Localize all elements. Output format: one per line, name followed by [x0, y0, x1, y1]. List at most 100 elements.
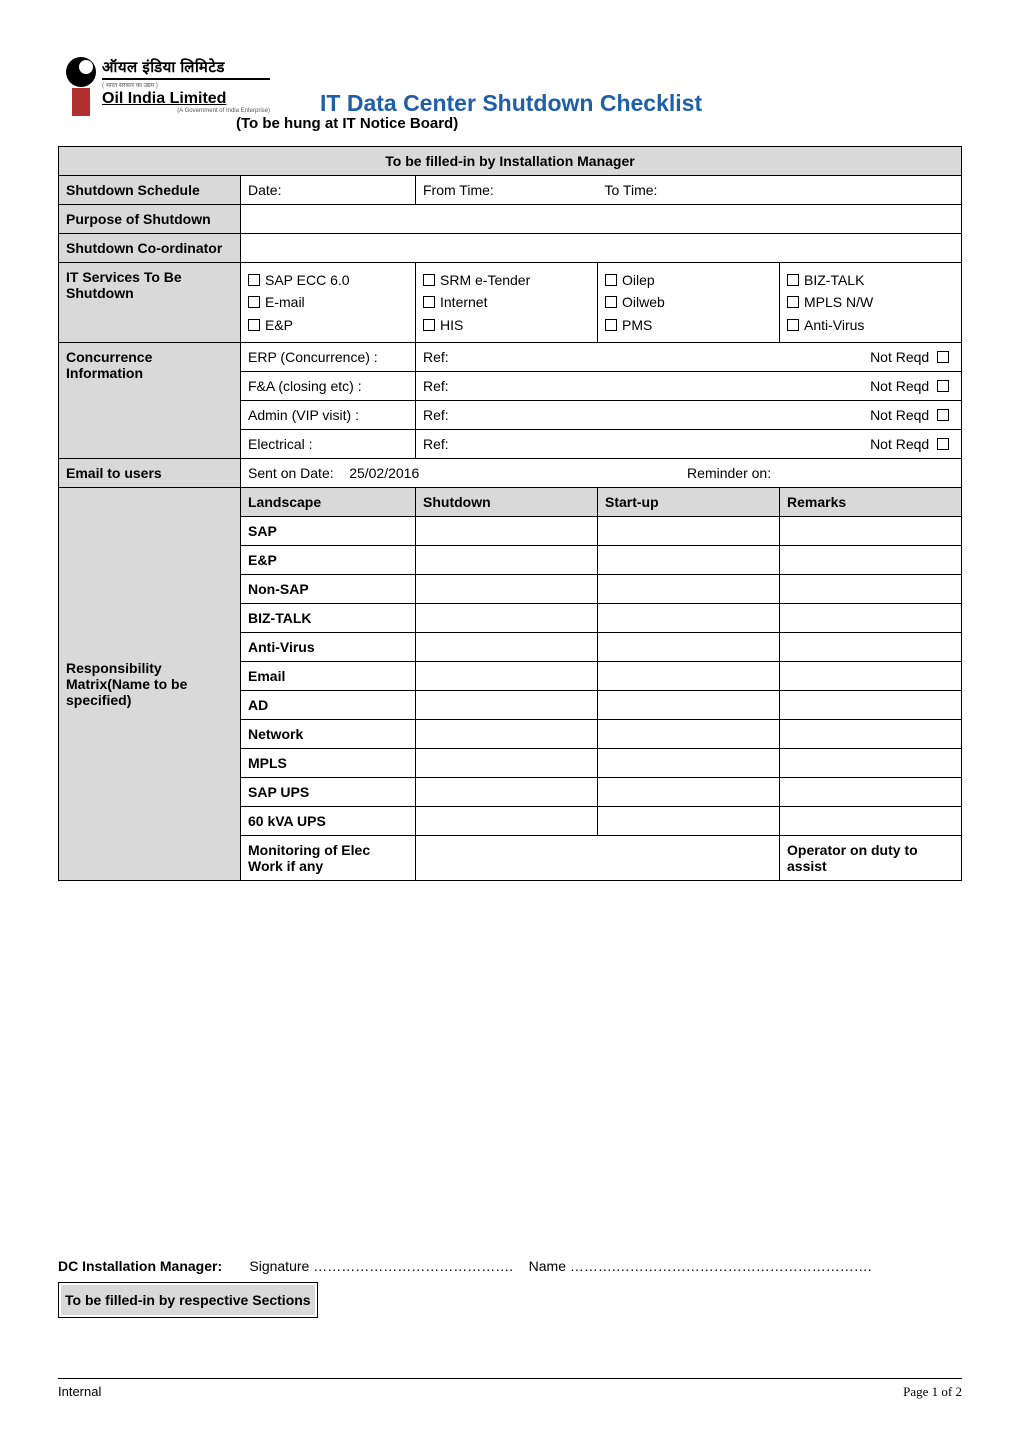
chk-oilep[interactable]: Oilep [605, 269, 772, 291]
resp-network-shutdown[interactable] [416, 720, 598, 749]
resp-sapups-remarks[interactable] [780, 778, 962, 807]
checkbox-icon[interactable] [248, 296, 260, 308]
conc-fa-ref[interactable]: Ref: Not Reqd [416, 372, 962, 401]
resp-network-remarks[interactable] [780, 720, 962, 749]
resp-mpls-startup[interactable] [598, 749, 780, 778]
checkbox-icon[interactable] [423, 296, 435, 308]
resp-biztalk-startup[interactable] [598, 604, 780, 633]
conc-erp-ref[interactable]: Ref: Not Reqd [416, 343, 962, 372]
logo [66, 55, 96, 116]
resp-email-remarks[interactable] [780, 662, 962, 691]
chk-oilweb[interactable]: Oilweb [605, 291, 772, 313]
checklist-table: To be filled-in by Installation Manager … [58, 146, 962, 881]
resp-row-ep: E&P [241, 546, 416, 575]
resp-row-mpls: MPLS [241, 749, 416, 778]
resp-mpls-shutdown[interactable] [416, 749, 598, 778]
checkbox-icon[interactable] [937, 409, 949, 421]
conc-erp-name: ERP (Concurrence) : [241, 343, 416, 372]
resp-ad-shutdown[interactable] [416, 691, 598, 720]
resp-nonsap-startup[interactable] [598, 575, 780, 604]
resp-sap-startup[interactable] [598, 517, 780, 546]
resp-row-av: Anti-Virus [241, 633, 416, 662]
resp-ep-shutdown[interactable] [416, 546, 598, 575]
conc-elec-ref[interactable]: Ref: Not Reqd [416, 430, 962, 459]
resp-sap-remarks[interactable] [780, 517, 962, 546]
resp-ep-startup[interactable] [598, 546, 780, 575]
resp-row-sapups: SAP UPS [241, 778, 416, 807]
signature-dots[interactable]: ……………………………………. [313, 1258, 513, 1274]
resp-sapups-shutdown[interactable] [416, 778, 598, 807]
checkbox-icon[interactable] [787, 296, 799, 308]
ref-label: Ref: [423, 349, 449, 365]
date-cell[interactable]: Date: [241, 176, 416, 205]
resp-email-startup[interactable] [598, 662, 780, 691]
checkbox-icon[interactable] [423, 274, 435, 286]
checkbox-icon[interactable] [787, 319, 799, 331]
from-time-cell[interactable]: From Time: [416, 176, 598, 205]
resp-60kva-shutdown[interactable] [416, 807, 598, 836]
checkbox-icon[interactable] [248, 319, 260, 331]
services-col-d: BIZ-TALK MPLS N/W Anti-Virus [780, 263, 962, 343]
conc-admin-ref[interactable]: Ref: Not Reqd [416, 401, 962, 430]
checkbox-icon[interactable] [605, 274, 617, 286]
resp-av-startup[interactable] [598, 633, 780, 662]
brand-hindi: ऑयल इंडिया लिमिटेड [102, 57, 270, 77]
notreqd-erp[interactable]: Not Reqd [870, 349, 954, 365]
resp-network-startup[interactable] [598, 720, 780, 749]
reminder-label: Reminder on: [687, 465, 771, 481]
resp-mpls-remarks[interactable] [780, 749, 962, 778]
resp-sap-shutdown[interactable] [416, 517, 598, 546]
chk-mpls[interactable]: MPLS N/W [787, 291, 954, 313]
resp-biztalk-shutdown[interactable] [416, 604, 598, 633]
checkbox-icon[interactable] [937, 351, 949, 363]
email-values: Sent on Date: 25/02/2016 Reminder on: [241, 459, 962, 488]
checkbox-icon[interactable] [605, 296, 617, 308]
resp-ad-startup[interactable] [598, 691, 780, 720]
notreqd-admin[interactable]: Not Reqd [870, 407, 954, 423]
purpose-label: Purpose of Shutdown [59, 205, 241, 234]
ref-label: Ref: [423, 436, 449, 452]
resp-nonsap-remarks[interactable] [780, 575, 962, 604]
purpose-value[interactable] [241, 205, 962, 234]
checkbox-icon[interactable] [605, 319, 617, 331]
chk-email[interactable]: E-mail [248, 291, 408, 313]
name-label: Name [529, 1258, 566, 1274]
resp-60kva-remarks[interactable] [780, 807, 962, 836]
chk-his[interactable]: HIS [423, 314, 590, 336]
logo-flag-icon [72, 88, 90, 116]
notreqd-elec[interactable]: Not Reqd [870, 436, 954, 452]
to-time-cell[interactable]: To Time: [598, 176, 780, 205]
to-time-label: To Time: [605, 182, 658, 198]
checkbox-icon[interactable] [787, 274, 799, 286]
resp-ep-remarks[interactable] [780, 546, 962, 575]
resp-av-shutdown[interactable] [416, 633, 598, 662]
notreqd-fa[interactable]: Not Reqd [870, 378, 954, 394]
coordinator-value[interactable] [241, 234, 962, 263]
chk-antivirus[interactable]: Anti-Virus [787, 314, 954, 336]
chk-sap-ecc[interactable]: SAP ECC 6.0 [248, 269, 408, 291]
date-label: Date: [248, 182, 281, 198]
chk-ep[interactable]: E&P [248, 314, 408, 336]
resp-monitor-value[interactable] [416, 836, 780, 881]
resp-email-shutdown[interactable] [416, 662, 598, 691]
name-dots[interactable]: ……….………………………………………………. [570, 1258, 872, 1274]
resp-av-remarks[interactable] [780, 633, 962, 662]
resp-biztalk-remarks[interactable] [780, 604, 962, 633]
resp-operator-label: Operator on duty to assist [780, 836, 962, 881]
services-col-c: Oilep Oilweb PMS [598, 263, 780, 343]
checkbox-icon[interactable] [248, 274, 260, 286]
checkbox-icon[interactable] [937, 380, 949, 392]
checkbox-icon[interactable] [423, 319, 435, 331]
resp-nonsap-shutdown[interactable] [416, 575, 598, 604]
conc-elec-name: Electrical : [241, 430, 416, 459]
checkbox-icon[interactable] [937, 438, 949, 450]
section2-table: To be filled-in by respective Sections [58, 1282, 318, 1318]
chk-internet[interactable]: Internet [423, 291, 590, 313]
chk-pms[interactable]: PMS [605, 314, 772, 336]
resp-sapups-startup[interactable] [598, 778, 780, 807]
resp-ad-remarks[interactable] [780, 691, 962, 720]
resp-60kva-startup[interactable] [598, 807, 780, 836]
chk-biztalk[interactable]: BIZ-TALK [787, 269, 954, 291]
resp-row-ad: AD [241, 691, 416, 720]
chk-srm[interactable]: SRM e-Tender [423, 269, 590, 291]
